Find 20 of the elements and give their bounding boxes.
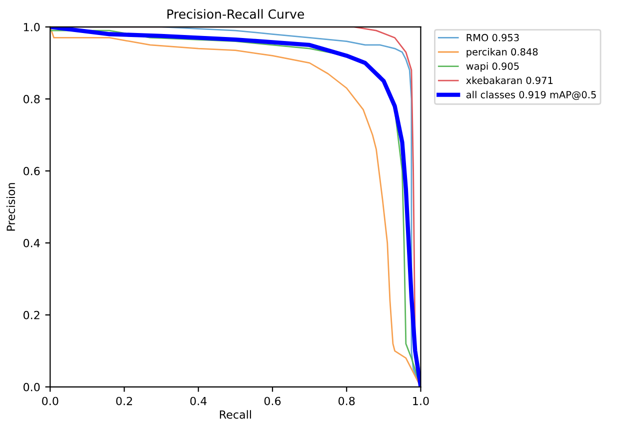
y-tick-label: 0.0: [24, 382, 40, 392]
x-tick-label: 0.2: [116, 396, 132, 406]
legend-label: all classes 0.919 mAP@0.5: [466, 90, 596, 100]
legend-label: percikan 0.848: [466, 48, 538, 58]
y-axis-title: Precision: [6, 183, 16, 231]
x-tick-label: 0.0: [42, 396, 58, 406]
chart-title: Precision-Recall Curve: [167, 9, 304, 19]
x-tick-label: 0.4: [190, 396, 207, 406]
legend-label: xkebakaran 0.971: [466, 76, 553, 84]
legend-label: RMO 0.953: [466, 34, 519, 42]
y-tick-label: 0.4: [24, 238, 40, 248]
y-tick-label: 1.0: [24, 22, 40, 32]
x-tick-label: 1.0: [413, 396, 429, 406]
y-tick-label: 0.6: [24, 166, 40, 176]
y-tick-label: 0.2: [24, 310, 40, 320]
y-tick-label: 0.8: [24, 94, 40, 104]
x-axis-title: Recall: [220, 410, 251, 419]
x-tick-label: 0.6: [264, 396, 281, 406]
legend-label: wapi 0.905: [466, 62, 519, 72]
x-tick-label: 0.8: [338, 396, 355, 406]
